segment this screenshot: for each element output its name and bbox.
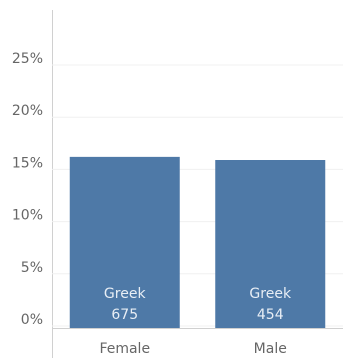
bar-label: Greek <box>249 286 292 302</box>
y-tick-label: 25% <box>12 51 43 67</box>
y-tick-label: 10% <box>12 208 43 224</box>
y-tick-label: 20% <box>12 103 43 119</box>
x-tick-label: Female <box>99 341 150 357</box>
x-tick-label: Male <box>254 341 287 357</box>
bar-label: Greek <box>104 286 147 302</box>
y-tick-label: 15% <box>12 155 43 171</box>
bar <box>69 156 180 328</box>
y-tick-label: 0% <box>21 312 43 328</box>
y-tick-label: 5% <box>21 260 43 276</box>
bar <box>215 160 326 328</box>
bar-count: 675 <box>111 307 138 323</box>
bar-count: 454 <box>257 307 284 323</box>
